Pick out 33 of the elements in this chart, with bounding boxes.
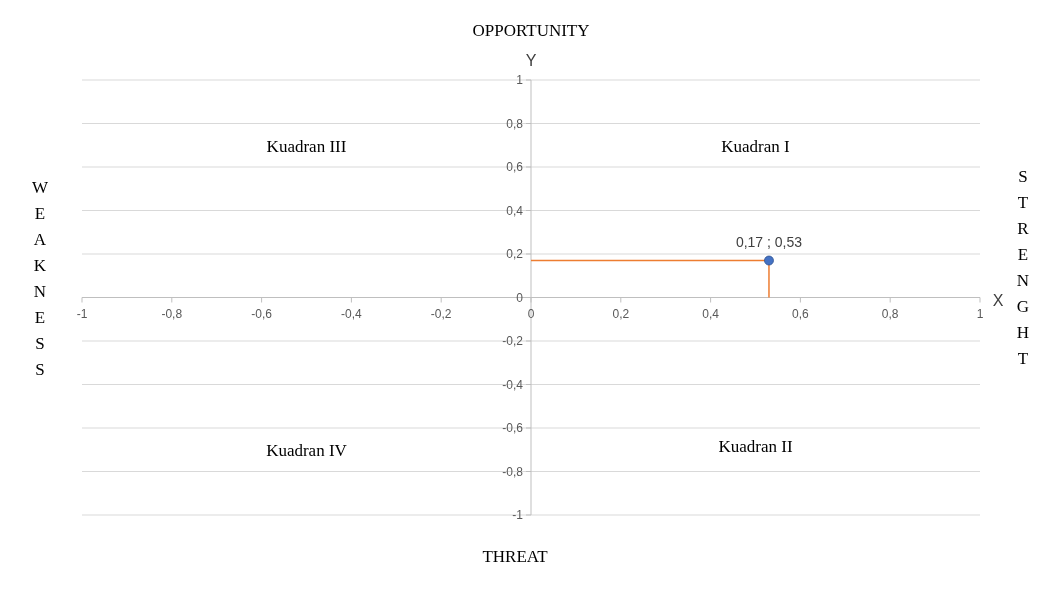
x-tick-label: -0,8 [161, 306, 183, 321]
y-tick-label: 1 [516, 73, 524, 87]
x-axis-title: X [992, 291, 1004, 309]
text: WEAKNESS [31, 178, 49, 379]
y-tick-label: -0,2 [502, 334, 524, 348]
text: THREAT [482, 547, 549, 566]
annotation: Kuadran III [266, 137, 347, 156]
x-tick-label: 1 [976, 306, 984, 321]
x-tick-label: 0,4 [702, 306, 720, 321]
x-tick-label: -1 [76, 306, 88, 321]
y-tick-label: -0,4 [502, 377, 524, 392]
x-tick-label: -0,4 [341, 306, 363, 321]
y-axis-title: Y [525, 52, 537, 69]
x-tick-label: 0 [527, 306, 535, 321]
y-tick-label: 0,8 [506, 116, 524, 131]
x-tick-label: 0,2 [612, 306, 630, 321]
y-tick-label: 0 [516, 290, 524, 305]
x-tick-label: 0,6 [792, 306, 810, 321]
y-tick-label: -0,6 [502, 421, 524, 435]
x-tick-label: 0,8 [881, 306, 899, 321]
annotation: 0,17 ; 0,53 [735, 233, 803, 250]
x-tick-label: -0,6 [251, 306, 273, 321]
y-tick-label: -0,8 [502, 464, 524, 479]
y-tick-label: 0,4 [506, 203, 524, 218]
y-tick-label: 0,6 [506, 160, 524, 174]
annotation: Kuadran II [718, 437, 793, 456]
annotation: Kuadran I [721, 137, 791, 156]
x-tick-label: -0,2 [430, 306, 452, 321]
y-tick-label: -1 [512, 508, 524, 522]
y-tick-label: 0,2 [506, 247, 524, 261]
text: STRENGHT [1016, 167, 1030, 368]
chart-title: OPPORTUNITY [472, 21, 590, 40]
annotation: Kuadran IV [266, 441, 348, 460]
